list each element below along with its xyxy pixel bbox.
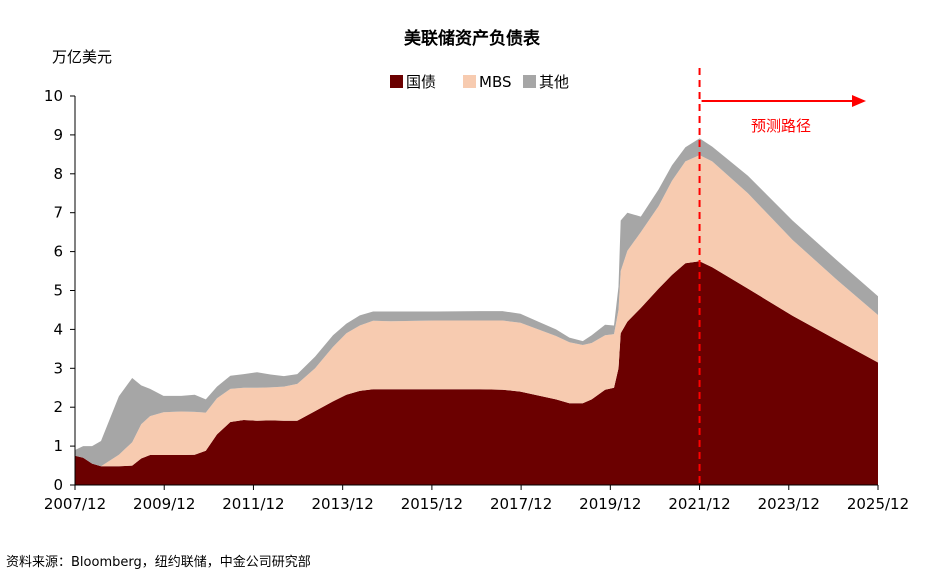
- legend-label-2: 其他: [539, 73, 569, 91]
- legend-swatch-1: [463, 75, 476, 88]
- x-tick-label: 2023/12: [758, 495, 820, 513]
- chart-title: 美联储资产负债表: [404, 28, 541, 49]
- y-axis-unit-label: 万亿美元: [52, 48, 112, 66]
- y-tick-label: 6: [53, 243, 63, 261]
- x-tick-label: 2009/12: [133, 495, 195, 513]
- forecast-arrow-head: [852, 95, 866, 107]
- x-tick-label: 2019/12: [579, 495, 641, 513]
- y-tick-label: 1: [53, 437, 63, 455]
- y-tick-label: 5: [53, 282, 63, 300]
- y-tick-label: 9: [53, 126, 63, 144]
- area-series-0: [75, 261, 878, 485]
- area-series-2: [75, 138, 878, 467]
- area-series-1: [75, 155, 878, 467]
- axes: 0 1 2 3 4 5 6 7 8 9 10 2007/12 2009/12 2011/12 2013/12…: [44, 87, 909, 513]
- x-tick-label: 2013/12: [312, 495, 374, 513]
- legend: 国债 MBS 其他: [390, 73, 569, 91]
- y-tick-label: 4: [53, 320, 63, 338]
- legend-swatch-2: [523, 75, 536, 88]
- legend-label-0: 国债: [406, 73, 436, 91]
- legend-swatch-0: [390, 75, 403, 88]
- forecast-label: 预测路径: [751, 117, 811, 135]
- y-tick-label: 8: [53, 165, 63, 183]
- source-note: 资料来源：Bloomberg，纽约联储，中金公司研究部: [6, 555, 311, 570]
- y-tick-label: 0: [53, 476, 63, 494]
- y-tick-label: 10: [44, 87, 63, 105]
- legend-label-1: MBS: [479, 73, 512, 91]
- x-tick-label: 2021/12: [668, 495, 730, 513]
- x-tick-label: 2007/12: [44, 495, 106, 513]
- annotation-layer: 预测路径: [698, 68, 866, 485]
- y-tick-label: 2: [53, 398, 63, 416]
- x-tick-label: 2025/12: [847, 495, 909, 513]
- x-tick-label: 2017/12: [490, 495, 552, 513]
- x-tick-label: 2015/12: [401, 495, 463, 513]
- y-tick-label: 3: [53, 359, 63, 377]
- y-tick-label: 7: [53, 204, 63, 222]
- x-tick-label: 2011/12: [222, 495, 284, 513]
- plot-areas: [75, 138, 878, 485]
